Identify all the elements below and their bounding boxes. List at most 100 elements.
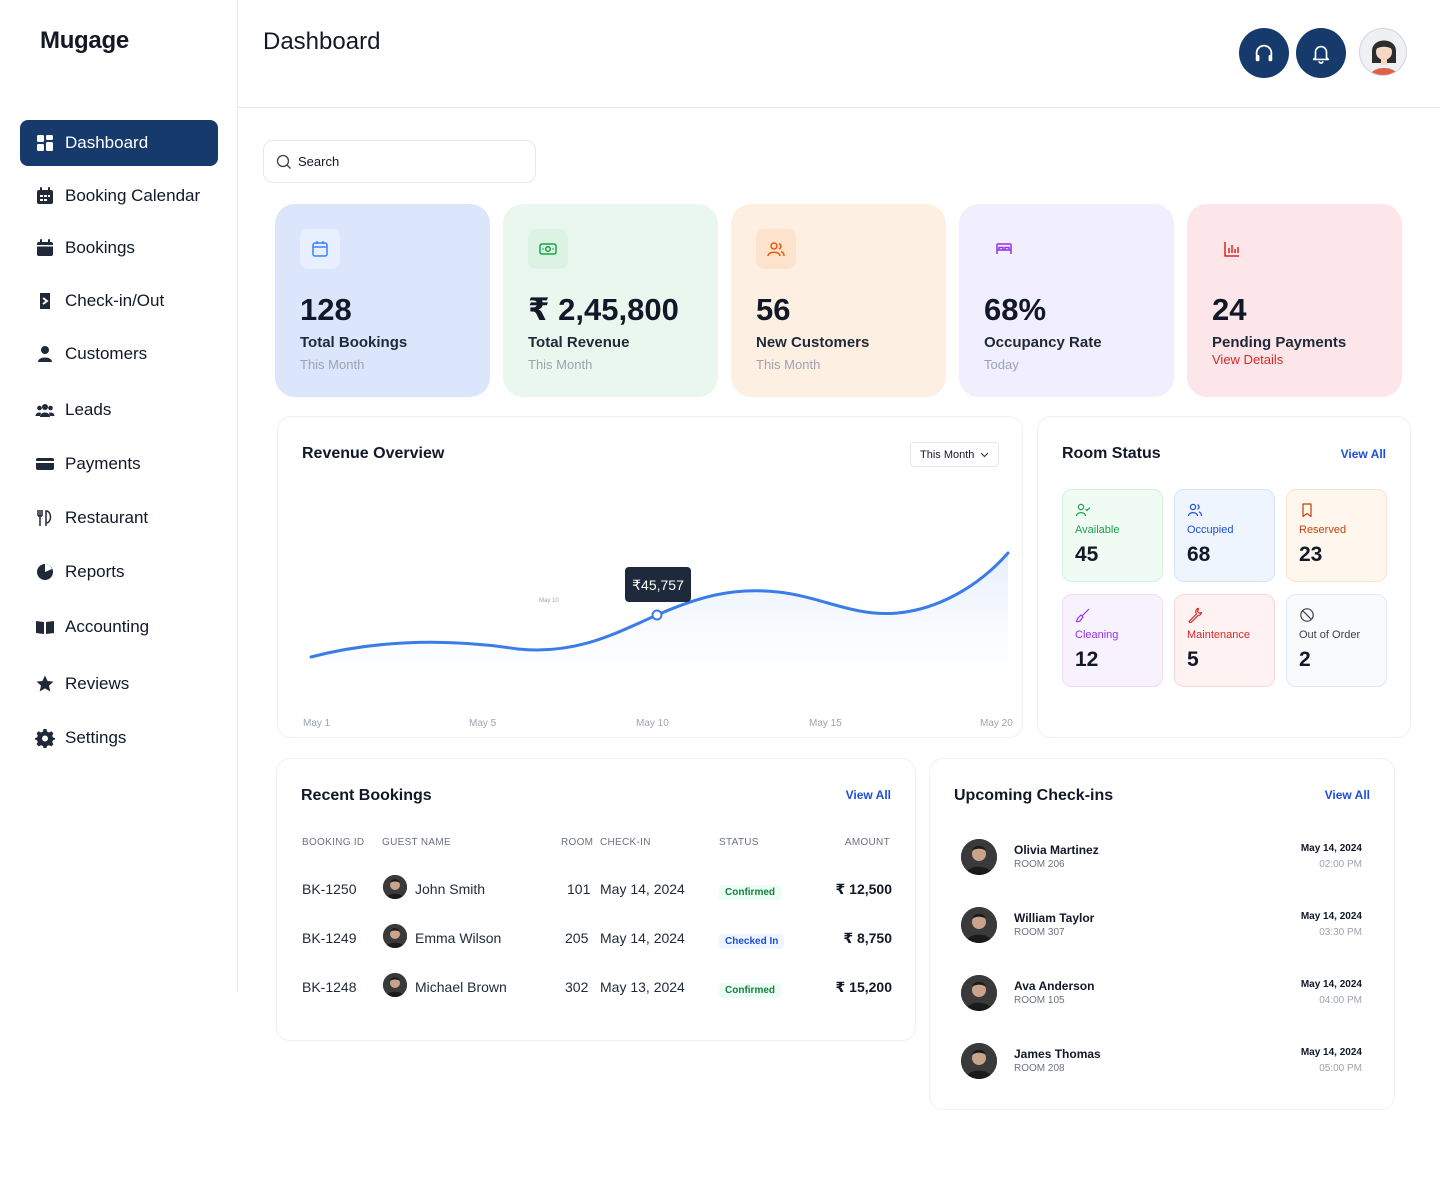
check-in-date: May 14, 2024 xyxy=(600,881,685,897)
tile-value: 5 xyxy=(1187,648,1199,671)
sidebar-item-bookings[interactable]: Bookings xyxy=(20,225,218,271)
sidebar-item-dashboard[interactable]: Dashboard xyxy=(20,120,218,166)
tile-label: Maintenance xyxy=(1187,629,1250,641)
guest-avatar xyxy=(383,924,407,948)
sidebar-item-label: Accounting xyxy=(65,617,150,636)
check-in-date: May 14, 2024 xyxy=(1300,911,1362,922)
guest-name: Emma Wilson xyxy=(415,930,502,946)
support-button[interactable] xyxy=(1239,28,1289,78)
bookings-icon xyxy=(35,238,55,258)
stat-card-new-customers[interactable]: 56 New Customers This Month xyxy=(731,204,946,397)
calendar-icon xyxy=(312,241,328,257)
stat-label: Pending Payments xyxy=(1212,334,1347,351)
room-tile-available[interactable]: Available 45 xyxy=(1062,489,1163,582)
table-row[interactable]: BK-1250 John Smith 101 May 14, 2024 Conf… xyxy=(277,875,917,905)
sidebar-item-customers[interactable]: Customers xyxy=(20,331,218,377)
sidebar-item-booking-calendar[interactable]: Booking Calendar xyxy=(20,173,218,219)
recent-bookings-title: Recent Bookings xyxy=(301,787,432,804)
bar-chart-icon xyxy=(1224,242,1239,257)
upcoming-title: Upcoming Check-ins xyxy=(954,787,1114,804)
sidebar-item-settings[interactable]: Settings xyxy=(20,715,218,761)
x-tick-label: May 15 xyxy=(809,718,842,729)
users-icon xyxy=(767,242,785,257)
list-item[interactable]: William Taylor ROOM 307 May 14, 2024 03:… xyxy=(930,907,1394,947)
guest-name: Ava Anderson xyxy=(1014,979,1095,993)
person-photo-icon xyxy=(383,924,407,948)
sidebar-item-label: Reports xyxy=(65,562,125,581)
stat-subtext: This Month xyxy=(756,357,821,372)
tooltip-value: ₹45,757 xyxy=(632,577,684,593)
sidebar-item-reviews[interactable]: Reviews xyxy=(20,661,218,707)
stat-value: 24 xyxy=(1212,292,1247,327)
sidebar-item-label: Customers xyxy=(65,344,148,363)
users-icon xyxy=(35,400,55,420)
x-tick-label: May 10 xyxy=(636,718,669,729)
stat-subtext: This Month xyxy=(528,357,593,372)
person-photo-icon xyxy=(961,1043,997,1079)
sidebar: Mugage Dashboard Booking Calendar Bookin… xyxy=(0,0,238,992)
tile-label: Occupied xyxy=(1187,524,1234,536)
stat-icon-bg xyxy=(984,229,1024,269)
user-check-icon xyxy=(1075,503,1091,517)
range-select[interactable]: This Month xyxy=(910,442,999,467)
sidebar-item-payments[interactable]: Payments xyxy=(20,441,218,487)
tooltip-bg xyxy=(625,567,691,602)
table-row[interactable]: BK-1249 Emma Wilson 205 May 14, 2024 Che… xyxy=(277,924,917,954)
stat-icon-bg xyxy=(756,229,796,269)
room-number: 302 xyxy=(565,979,589,995)
revenue-title: Revenue Overview xyxy=(302,445,445,462)
credit-card-icon xyxy=(35,454,55,474)
stat-card-occupancy-rate[interactable]: 68% Occupancy Rate Today xyxy=(959,204,1174,397)
search-input[interactable] xyxy=(298,154,518,169)
column-header-status: STATUS xyxy=(719,837,759,848)
x-tick-label: May 1 xyxy=(303,718,331,729)
sidebar-item-restaurant[interactable]: Restaurant xyxy=(20,495,218,541)
sidebar-item-reports[interactable]: Reports xyxy=(20,549,218,595)
search-icon xyxy=(276,154,291,169)
stat-label: New Customers xyxy=(756,334,870,351)
room-tile-maintenance[interactable]: Maintenance 5 xyxy=(1174,594,1275,687)
room-tile-occupied[interactable]: Occupied 68 xyxy=(1174,489,1275,582)
list-item[interactable]: Olivia Martinez ROOM 206 May 14, 2024 02… xyxy=(930,839,1394,879)
table-row[interactable]: BK-1248 Michael Brown 302 May 13, 2024 C… xyxy=(277,973,917,1003)
guest-avatar xyxy=(961,907,997,943)
stat-icon-bg xyxy=(528,229,568,269)
sidebar-item-label: Check-in/Out xyxy=(65,291,165,310)
tile-value: 23 xyxy=(1299,543,1323,566)
view-details-link[interactable]: View Details xyxy=(1212,352,1284,367)
sidebar-item-label: Settings xyxy=(65,728,127,747)
guest-name: Michael Brown xyxy=(415,979,507,995)
user-avatar[interactable] xyxy=(1359,28,1407,76)
notifications-button[interactable] xyxy=(1296,28,1346,78)
room-status-view-all[interactable]: View All xyxy=(1340,447,1386,461)
stat-card-total-revenue[interactable]: ₹ 2,45,800 Total Revenue This Month xyxy=(503,204,718,397)
user-icon xyxy=(35,344,55,364)
guest-name: John Smith xyxy=(415,881,486,897)
room-tile-out-of-order[interactable]: Out of Order 2 xyxy=(1286,594,1387,687)
stat-card-total-bookings[interactable]: 128 Total Bookings This Month xyxy=(275,204,490,397)
search-box[interactable] xyxy=(263,140,536,183)
brand-logo[interactable]: Mugage xyxy=(40,27,129,54)
stat-value: ₹ 2,45,800 xyxy=(528,292,679,327)
column-header-amount: AMOUNT xyxy=(844,837,890,848)
status-badge: Confirmed xyxy=(719,885,781,900)
sidebar-item-check-in-out[interactable]: Check-in/Out xyxy=(20,278,218,324)
room-tile-reserved[interactable]: Reserved 23 xyxy=(1286,489,1387,582)
column-header-booking-id: BOOKING ID xyxy=(302,837,365,848)
room-tile-cleaning[interactable]: Cleaning 12 xyxy=(1062,594,1163,687)
booking-id: BK-1249 xyxy=(302,930,357,946)
guest-avatar xyxy=(961,839,997,875)
stat-card-pending-payments[interactable]: 24 Pending Payments View Details xyxy=(1187,204,1402,397)
booking-id: BK-1250 xyxy=(302,881,357,897)
sidebar-item-leads[interactable]: Leads xyxy=(20,387,218,433)
sidebar-item-accounting[interactable]: Accounting xyxy=(20,604,218,650)
upcoming-view-all[interactable]: View All xyxy=(1324,788,1370,802)
room-label: ROOM 206 xyxy=(1014,859,1065,870)
list-item[interactable]: Ava Anderson ROOM 105 May 14, 2024 04:00… xyxy=(930,975,1394,1015)
highlight-point[interactable] xyxy=(651,609,663,621)
utensils-icon xyxy=(35,508,55,528)
sidebar-item-label: Reviews xyxy=(65,674,130,693)
list-item[interactable]: James Thomas ROOM 208 May 14, 2024 05:00… xyxy=(930,1043,1394,1083)
recent-bookings-view-all[interactable]: View All xyxy=(845,788,891,802)
upcoming-check-ins-panel: Upcoming Check-ins View All Olivia Marti… xyxy=(929,758,1395,1110)
